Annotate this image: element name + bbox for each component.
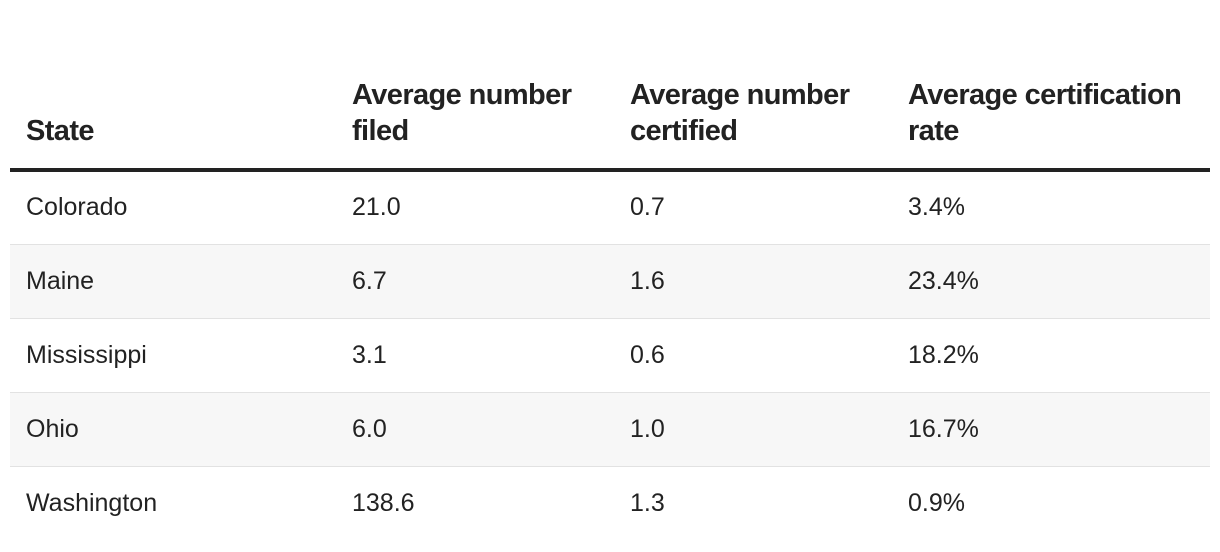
cell-state: Maine xyxy=(10,244,336,319)
cell-state: Colorado xyxy=(10,170,336,245)
table-row: Maine 6.7 1.6 23.4% xyxy=(10,244,1210,319)
cell-state: Washington xyxy=(26,488,158,517)
data-table-container: State Average number filed Average numbe… xyxy=(10,0,1210,540)
cell-average-number-filed: 6.7 xyxy=(336,244,614,319)
cell-state: Mississippi xyxy=(10,318,336,393)
cell-average-number-certified: 1.0 xyxy=(614,392,892,467)
cell-average-number-certified: 1.6 xyxy=(614,244,892,319)
cell-state: Ohio xyxy=(10,392,336,467)
table-row: Colorado 21.0 0.7 3.4% xyxy=(10,170,1210,245)
cell-average-certification-rate: 18.2% xyxy=(892,318,1210,393)
cell-average-number-filed: 21.0 xyxy=(336,170,614,245)
cell-average-number-filed: 3.1 xyxy=(336,318,614,393)
column-header-average-number-filed: Average number filed xyxy=(336,0,614,172)
table-row: Washington 138.6 1.3 0.9% xyxy=(10,466,1210,540)
cell-average-certification-rate: 0.9% xyxy=(908,488,965,517)
table-row: Mississippi 3.1 0.6 18.2% xyxy=(10,318,1210,393)
cell-average-certification-rate: 23.4% xyxy=(892,244,1210,319)
column-header-state: State xyxy=(10,0,336,172)
table-body: Colorado 21.0 0.7 3.4% Maine 6.7 1.6 23.… xyxy=(10,170,1210,540)
certification-table: State Average number filed Average numbe… xyxy=(10,0,1210,540)
cell-average-number-filed: 138.6 xyxy=(352,488,415,517)
cell-average-certification-rate: 3.4% xyxy=(892,170,1210,245)
table-header: State Average number filed Average numbe… xyxy=(10,0,1210,172)
cell-average-number-filed: 6.0 xyxy=(336,392,614,467)
column-header-average-certification-rate: Average certification rate xyxy=(892,0,1210,172)
cell-average-certification-rate: 16.7% xyxy=(892,392,1210,467)
cell-average-number-certified: 0.6 xyxy=(614,318,892,393)
column-header-average-number-certified: Average number certified xyxy=(614,0,892,172)
header-row: State Average number filed Average numbe… xyxy=(10,0,1210,172)
cell-average-number-certified: 0.7 xyxy=(614,170,892,245)
cell-average-number-certified: 1.3 xyxy=(630,488,665,517)
table-row: Ohio 6.0 1.0 16.7% xyxy=(10,392,1210,467)
